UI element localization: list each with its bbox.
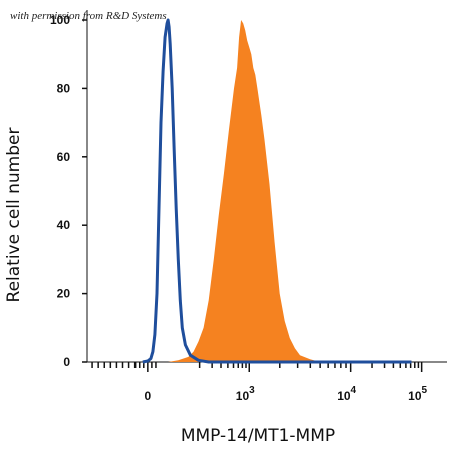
y-tick-label: 20 [57, 287, 71, 301]
y-axis-ticks: 0 20 40 60 80 100 [50, 13, 87, 369]
y-axis-title: Relative cell number [4, 128, 24, 303]
y-tick-label: 40 [57, 218, 71, 232]
x-tick-label: 0 [145, 389, 152, 403]
x-tick-label: 104 [337, 385, 356, 403]
y-tick-label: 60 [57, 150, 71, 164]
histogram-series [142, 18, 412, 364]
y-tick-label: 100 [50, 13, 70, 27]
x-axis-title: MMP-14/MT1-MMP [181, 426, 335, 446]
sample-histogram-area [168, 20, 321, 362]
x-axis-ticks: 0 103 104 105 [91, 362, 428, 403]
x-tick-label: 105 [408, 385, 427, 403]
y-tick-label: 0 [63, 355, 70, 369]
y-tick-label: 80 [57, 81, 71, 95]
x-tick-label: 103 [236, 385, 255, 403]
isotype-control-line [142, 18, 412, 364]
permission-note: with permission from R&D Systems [10, 10, 167, 22]
